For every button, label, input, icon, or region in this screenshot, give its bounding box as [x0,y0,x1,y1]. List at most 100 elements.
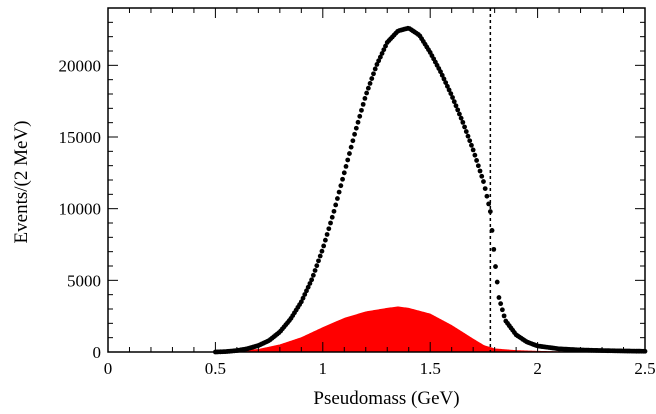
data-point [347,151,352,156]
signal-histogram-area [129,306,645,353]
data-point [345,157,351,163]
data-point [465,133,471,139]
data-point [377,54,383,60]
data-point [371,71,376,77]
data-point [451,99,457,105]
data-point [438,69,443,75]
data-point [501,313,507,319]
data-point [365,85,371,91]
data-point [491,246,497,252]
data-point [457,111,462,117]
data-point [381,47,387,53]
data-point [453,103,459,109]
data-point [348,144,354,150]
data-point [446,87,452,93]
data-point [463,129,469,134]
data-point [460,119,466,125]
y-tick-label: 15000 [59,128,102,147]
data-point [498,301,504,307]
data-point [462,124,467,130]
data-point [496,295,502,300]
data-point [357,113,363,119]
data-point [350,138,356,144]
data-point [379,51,385,56]
data-point [317,253,323,259]
data-point [340,176,345,182]
x-tick-label: 2.5 [634,359,655,378]
plot-frame [107,7,646,353]
y-tick-label: 10000 [59,200,102,219]
data-point [374,62,380,67]
data-point [341,170,347,176]
data-point [475,163,481,169]
data-point [439,72,445,78]
data-point [319,248,325,254]
data-points [213,25,648,355]
x-tick-label: 0 [104,359,113,378]
signal-histogram [129,306,645,353]
data-point [482,186,488,192]
x-axis-title: Pseudomass (GeV) [313,388,459,409]
data-point [441,76,447,82]
data-point [458,115,464,121]
data-point [360,101,366,107]
data-point [448,91,454,96]
x-tick-label: 0.5 [205,359,226,378]
data-point [355,119,361,125]
y-tick-label: 20000 [59,56,102,75]
data-point [314,263,320,269]
data-point [450,95,455,100]
data-point [352,131,357,137]
data-point [329,214,335,220]
data-point [331,208,337,214]
x-tick-label: 1 [319,359,328,378]
data-point [333,202,339,208]
data-point [336,189,342,195]
data-point [312,268,318,273]
data-point [455,107,461,113]
data-point [367,80,373,86]
data-point [470,147,476,153]
data-point [484,193,490,199]
data-point [444,83,450,89]
data-point [316,258,321,264]
data-point [343,164,349,169]
data-point [469,142,474,148]
data-point [479,173,485,179]
data-point [467,138,473,144]
data-point [322,237,328,243]
axis-ticks: 0 0.5 1 1.5 2 2.5 0 5000 10000 15000 20000 [59,8,656,378]
data-point [335,196,340,201]
data-point [443,80,449,85]
data-point [338,183,344,189]
data-point [481,179,486,184]
x-tick-label: 1.5 [420,359,441,378]
data-point [487,209,493,214]
y-axis-title: Events/(2 MeV) [11,121,32,244]
data-point [364,90,370,96]
data-point [300,295,306,301]
data-point [499,307,505,313]
data-point [376,58,382,64]
data-point [472,152,478,158]
data-point [369,76,375,81]
data-point [298,299,304,305]
data-point [307,281,313,286]
data-point [326,226,332,232]
data-point [353,125,359,131]
data-point [305,284,311,290]
data-point [321,243,327,249]
y-tick-label: 0 [93,343,102,362]
x-tick-label: 2 [533,359,542,378]
y-tick-label: 5000 [67,271,101,290]
data-point [324,232,330,237]
data-point [493,264,498,269]
data-point [310,272,316,278]
data-point [309,277,315,283]
data-point [474,158,479,163]
data-point [328,220,333,226]
data-point [372,66,378,72]
data-point [383,43,388,49]
data-point [477,168,483,174]
